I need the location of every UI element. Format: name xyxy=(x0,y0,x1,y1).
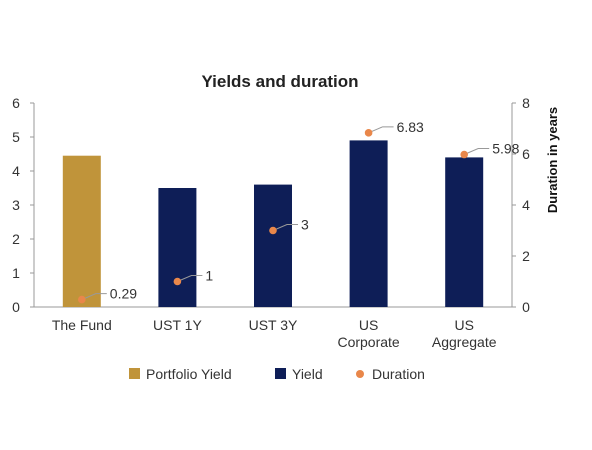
duration-point xyxy=(78,295,86,304)
right-tick-label: 4 xyxy=(522,197,530,213)
left-tick-label: 3 xyxy=(12,197,20,213)
left-axis: 0 1 2 3 4 5 6 xyxy=(12,95,512,315)
duration-point xyxy=(364,129,373,137)
bar-yield xyxy=(254,184,292,307)
duration-points: 0.29 1 3 6.83 5.98 xyxy=(78,119,520,304)
category-label: US xyxy=(454,317,473,333)
category-label: UST 1Y xyxy=(153,317,202,333)
bars xyxy=(62,140,484,307)
right-tick-label: 6 xyxy=(522,146,530,162)
legend-swatch-yield xyxy=(275,368,286,379)
category-label: The Fund xyxy=(52,317,112,333)
bar-portfolio-yield xyxy=(62,155,101,307)
category-label: Corporate xyxy=(337,334,399,350)
duration-point xyxy=(269,226,277,235)
bar-yield xyxy=(445,157,484,307)
legend-label: Portfolio Yield xyxy=(146,366,232,382)
right-tick-label: 0 xyxy=(522,299,530,315)
chart-title: Yields and duration xyxy=(201,72,358,91)
duration-leader-line xyxy=(81,293,107,301)
legend-label: Yield xyxy=(292,366,323,382)
duration-leader-line xyxy=(464,148,490,155)
left-tick-label: 6 xyxy=(12,95,20,111)
right-axis: 0 2 4 6 8 xyxy=(511,95,530,315)
category-label: UST 3Y xyxy=(249,317,298,333)
category-label: US xyxy=(359,317,378,333)
legend: Portfolio Yield Yield Duration xyxy=(129,366,425,382)
duration-leader-line xyxy=(272,224,298,231)
duration-point xyxy=(173,277,182,286)
duration-data-label: 0.29 xyxy=(110,286,137,302)
legend-swatch-duration xyxy=(356,370,364,378)
duration-point xyxy=(460,150,469,159)
legend-swatch-portfolio-yield xyxy=(129,368,140,379)
right-axis-label: Duration in years xyxy=(545,107,560,213)
left-tick-label: 4 xyxy=(12,163,20,179)
duration-leader-line xyxy=(177,275,203,282)
left-tick-label: 5 xyxy=(12,129,20,145)
right-tick-label: 8 xyxy=(522,95,530,111)
duration-leader-line xyxy=(368,126,394,134)
left-tick-label: 2 xyxy=(12,231,20,247)
legend-label: Duration xyxy=(372,366,425,382)
left-tick-label: 0 xyxy=(12,299,20,315)
duration-data-label: 6.83 xyxy=(397,119,424,135)
bar-yield xyxy=(158,188,197,307)
right-tick-label: 2 xyxy=(522,248,530,264)
category-label: Aggregate xyxy=(432,334,497,350)
duration-data-label: 1 xyxy=(205,268,213,284)
bar-yield xyxy=(349,140,388,307)
category-labels: The Fund UST 1Y UST 3Y USCorporateUSAggrega… xyxy=(52,317,497,350)
duration-data-label: 3 xyxy=(301,217,309,233)
left-tick-label: 1 xyxy=(12,265,20,281)
duration-data-label: 5.98 xyxy=(492,141,519,157)
